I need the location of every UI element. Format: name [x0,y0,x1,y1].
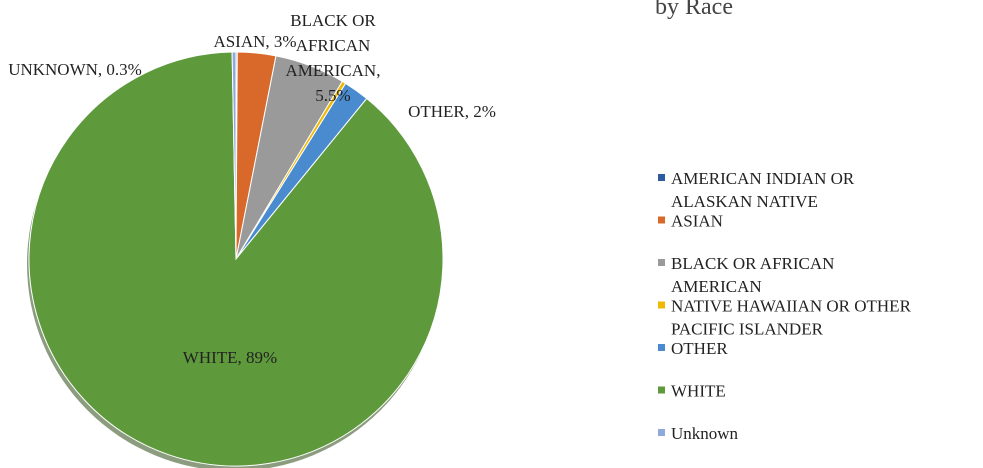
legend-swatch [658,301,665,309]
legend-label-line: ASIAN [671,212,723,231]
legend-label: AMERICAN INDIAN OR ALASKAN NATIVE [671,169,855,211]
legend-label-line: OTHER [671,339,728,358]
data-label-line: 5.5% [315,86,350,105]
chart-title: by Race [655,0,733,20]
data-label: ASIAN, 3% [213,32,296,51]
legend-label: OTHER [671,339,728,358]
legend-label: NATIVE HAWAIIAN OR OTHER PACIFIC ISLANDER [671,297,912,339]
legend-label: WHITE [671,382,726,401]
data-label: OTHER, 2% [408,102,496,121]
legend-swatch [658,344,665,351]
data-label-line: WHITE, 89% [183,348,277,367]
data-label-line: ASIAN, 3% [213,32,296,51]
data-label: WHITE, 89% [183,348,277,367]
legend-label-line: BLACK OR AFRICAN [671,254,834,273]
pie-slice [28,51,444,467]
pie-slice [231,51,237,260]
legend-label-line: PACIFIC ISLANDER [671,320,824,339]
data-label-line: OTHER, 2% [408,102,496,121]
data-label-line: AMERICAN, [286,61,381,80]
legend-swatch [658,429,665,436]
legend-label-line: Unknown [671,424,739,443]
data-label-line: UNKNOWN, 0.3% [8,60,142,79]
data-label: UNKNOWN, 0.3% [8,60,142,79]
legend-label-line: AMERICAN INDIAN OR [671,169,855,188]
legend-label-line: ALASKAN NATIVE [671,192,818,211]
legend-label: BLACK OR AFRICAN AMERICAN [671,254,834,296]
legend-swatch [658,174,665,181]
legend-swatch [658,386,665,394]
legend-label-line: AMERICAN [671,277,762,296]
legend-swatch [658,216,665,224]
data-label: BLACK OR AFRICAN AMERICAN, 5.5% [286,11,381,105]
data-label-line: AFRICAN [296,36,371,55]
legend-label-line: WHITE [671,382,726,401]
legend-label: Unknown [671,424,739,443]
legend-label-line: NATIVE HAWAIIAN OR OTHER [671,297,912,316]
legend-swatch [658,259,665,266]
data-label-line: BLACK OR [290,11,376,30]
legend-label: ASIAN [671,212,723,231]
